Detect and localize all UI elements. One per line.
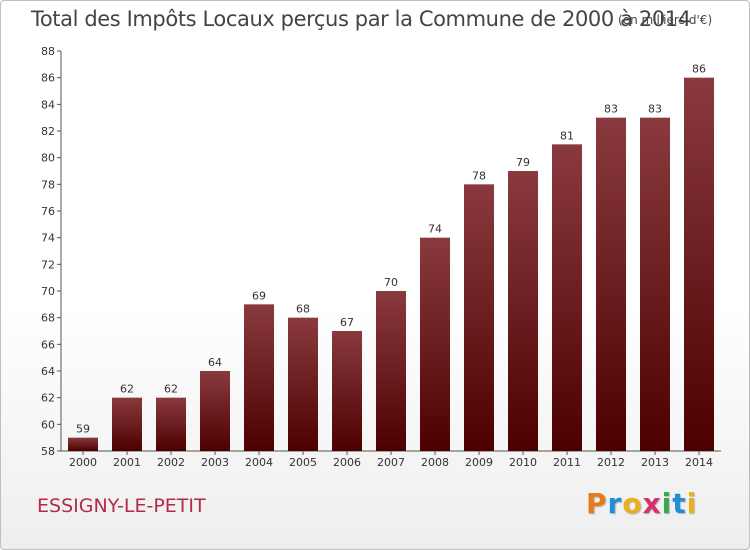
logo-letter: r <box>607 487 623 520</box>
bar-value-label: 70 <box>384 276 398 289</box>
x-tick-label: 2006 <box>333 456 361 469</box>
bar-value-label: 74 <box>428 223 442 236</box>
bar <box>288 317 318 451</box>
logo-letter: o <box>622 487 643 520</box>
x-tick-label: 2014 <box>685 456 713 469</box>
bar <box>244 304 274 451</box>
y-tick-label: 78 <box>41 178 55 191</box>
logo-letter: t <box>672 487 687 520</box>
y-tick-label: 88 <box>41 45 55 58</box>
x-tick-label: 2004 <box>245 456 273 469</box>
bar-value-label: 59 <box>76 423 90 436</box>
y-tick-label: 58 <box>41 445 55 458</box>
proxiti-logo[interactable]: Proxiti <box>586 487 697 523</box>
x-tick-label: 2009 <box>465 456 493 469</box>
bar <box>464 184 494 452</box>
bar <box>640 117 670 452</box>
bar-value-label: 86 <box>692 63 706 76</box>
chart-title: Total des Impôts Locaux perçus par la Co… <box>31 7 691 31</box>
bar-value-label: 68 <box>296 303 310 316</box>
x-tick-label: 2010 <box>509 456 537 469</box>
y-tick-label: 76 <box>41 205 55 218</box>
bar <box>596 117 626 452</box>
y-tick-label: 86 <box>41 72 55 85</box>
bar-value-label: 79 <box>516 156 530 169</box>
y-tick-label: 68 <box>41 312 55 325</box>
y-tick-label: 60 <box>41 418 55 431</box>
y-tick-label: 72 <box>41 258 55 271</box>
bar-value-label: 83 <box>604 103 618 116</box>
y-tick-label: 64 <box>41 365 55 378</box>
bar-value-label: 67 <box>340 316 354 329</box>
x-tick-label: 2013 <box>641 456 669 469</box>
bars: 59 62 62 64 69 68 67 70 74 78 79 81 83 83 86 <box>68 63 714 452</box>
bar-value-label: 62 <box>120 383 134 396</box>
bar <box>684 77 714 452</box>
y-tick-label: 66 <box>41 338 55 351</box>
x-tick-label: 2007 <box>377 456 405 469</box>
y-tick-label: 74 <box>41 232 55 245</box>
axes: 58 60 62 64 66 68 70 72 74 76 78 80 82 84 86 88 2000 2001… <box>41 45 721 469</box>
x-tick-label: 2008 <box>421 456 449 469</box>
y-tick-label: 70 <box>41 285 55 298</box>
bar <box>112 397 142 451</box>
bar-value-label: 62 <box>164 383 178 396</box>
logo-letter: x <box>642 487 662 520</box>
bar <box>332 331 362 451</box>
logo-letter: i <box>686 487 698 520</box>
bar <box>508 171 538 451</box>
bar-value-label: 78 <box>472 169 486 182</box>
logo-letter: P <box>586 487 608 520</box>
bar <box>420 237 450 451</box>
x-tick-label: 2003 <box>201 456 229 469</box>
bar <box>376 291 406 451</box>
x-tick-label: 2011 <box>553 456 581 469</box>
bar <box>156 397 186 451</box>
x-tick-label: 2001 <box>113 456 141 469</box>
bar <box>68 437 98 451</box>
chart-unit: (en milliers d'€) <box>618 13 713 27</box>
commune-name: ESSIGNY-LE-PETIT <box>37 495 206 517</box>
bar-value-label: 69 <box>252 289 266 302</box>
x-tick-label: 2012 <box>597 456 625 469</box>
x-tick-label: 2002 <box>157 456 185 469</box>
x-tick-label: 2005 <box>289 456 317 469</box>
bar <box>200 371 230 451</box>
logo-letter: i <box>661 487 673 520</box>
y-tick-label: 84 <box>41 98 55 111</box>
bar <box>552 144 582 452</box>
y-tick-label: 80 <box>41 152 55 165</box>
y-tick-label: 82 <box>41 125 55 138</box>
bar-value-label: 64 <box>208 356 222 369</box>
bar-value-label: 81 <box>560 129 574 142</box>
y-tick-label: 62 <box>41 392 55 405</box>
x-tick-label: 2000 <box>69 456 97 469</box>
bar-value-label: 83 <box>648 103 662 116</box>
